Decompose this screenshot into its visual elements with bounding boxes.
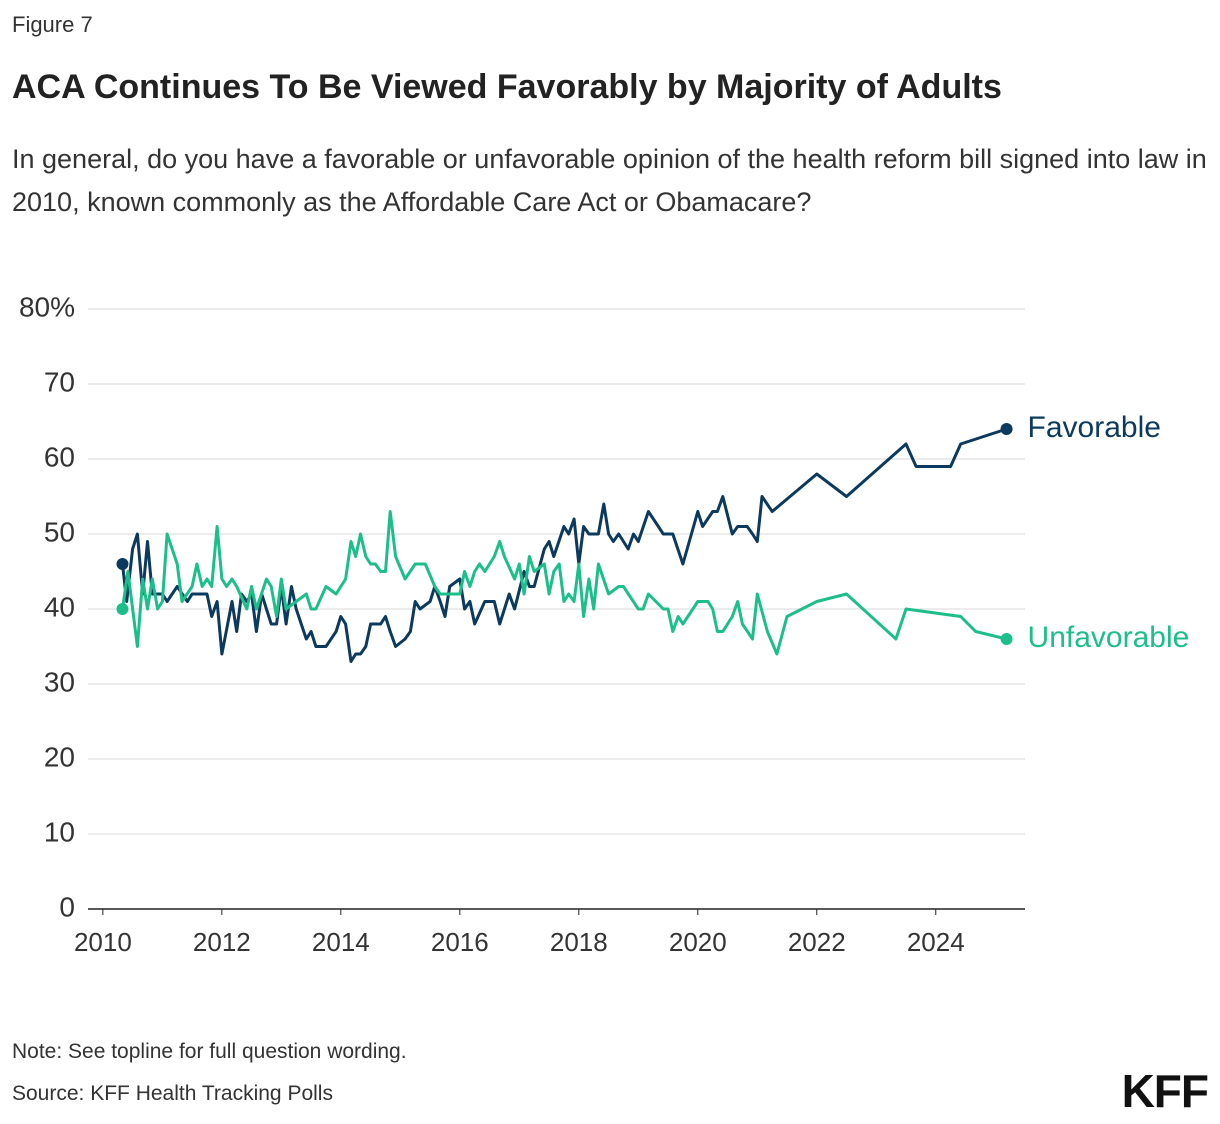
figure-label: Figure 7 (12, 12, 93, 37)
y-tick-label: 70 (44, 366, 75, 397)
x-tick-label: 2022 (788, 927, 846, 957)
y-tick-label: 10 (44, 816, 75, 847)
end-point (1000, 423, 1013, 435)
x-tick-label: 2016 (431, 927, 489, 957)
end-point (1000, 633, 1013, 645)
y-tick-label: 50 (44, 516, 75, 547)
y-tick-label: 40 (44, 591, 75, 622)
note: Note: See topline for full question word… (12, 1040, 407, 1063)
end-point (116, 603, 129, 615)
y-tick-label: 0 (59, 891, 75, 922)
y-tick-label: 20 (44, 741, 75, 772)
end-point (116, 558, 129, 570)
chart-title: ACA Continues To Be Viewed Favorably by … (12, 68, 1002, 106)
chart-subtitle: In general, do you have a favorable or u… (12, 144, 1207, 217)
source: Source: KFF Health Tracking Polls (12, 1082, 333, 1105)
x-tick-label: 2024 (907, 927, 965, 957)
y-tick-label: 60 (44, 441, 75, 472)
y-tick-label: 30 (44, 666, 75, 697)
x-tick-label: 2018 (550, 927, 608, 957)
chart: 0 10 20 30 40 50 60 70 80% 2010 2012 2014 2016 2018 20… (19, 291, 1190, 957)
x-tick-label: 2012 (193, 927, 251, 957)
series-line (121, 427, 1008, 663)
x-tick-label: 2020 (669, 927, 727, 957)
logo: KFF (1121, 1065, 1209, 1117)
series-label: Favorable (1028, 411, 1161, 444)
series-label: Unfavorable (1028, 621, 1190, 654)
x-tick-label: 2010 (74, 927, 132, 957)
y-tick-label: 80% (19, 291, 75, 322)
x-tick-label: 2014 (312, 927, 370, 957)
series-line (121, 510, 1007, 656)
